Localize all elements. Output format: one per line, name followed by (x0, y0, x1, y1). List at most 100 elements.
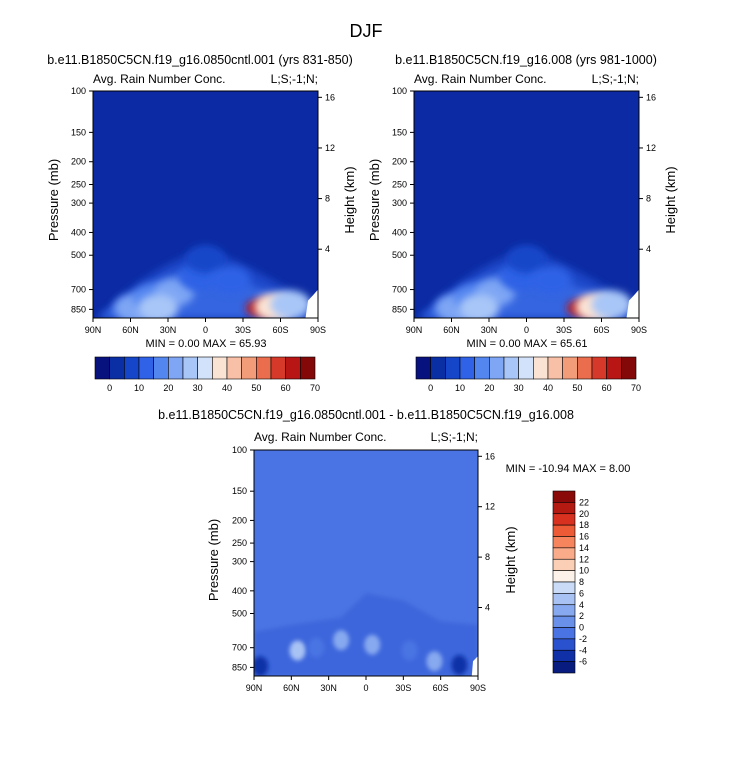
panel-3-subtitle-left: Avg. Rain Number Conc. (254, 430, 387, 444)
y-right-tick-label: 12 (646, 143, 656, 153)
colorbar-label: 20 (579, 509, 589, 519)
y-tick-label: 200 (392, 157, 407, 167)
colorbar-swatch (445, 356, 461, 380)
data-blob (308, 637, 325, 658)
colorbar-swatch (256, 356, 272, 380)
y-right-tick-label: 12 (485, 502, 495, 512)
y-tick-label: 100 (71, 86, 86, 96)
colorbar-swatch (547, 356, 563, 380)
x-tick-label: 30S (235, 325, 251, 335)
data-blob (459, 294, 499, 318)
colorbar-swatch (591, 356, 607, 380)
colorbar-swatch (109, 356, 125, 380)
data-blob (451, 654, 468, 675)
x-tick-label: 30S (556, 325, 572, 335)
colorbar-label: 0 (107, 383, 112, 393)
colorbar-swatch (182, 356, 198, 380)
x-tick-label: 60N (443, 325, 460, 335)
colorbar-label: 30 (514, 383, 524, 393)
colorbar-swatch (518, 356, 534, 380)
y-right-tick-label: 12 (325, 143, 335, 153)
terrain-mask (626, 289, 639, 318)
y-tick-label: 500 (392, 250, 407, 260)
colorbar-swatch (552, 661, 576, 674)
panel-2-colorbar: 0 10 20 30 40 50 60 70 (415, 356, 641, 393)
colorbar-swatch (168, 356, 184, 380)
panel-2-stats: MIN = 0.00 MAX = 65.61 (466, 338, 587, 350)
y-right-tick-label: 16 (325, 92, 335, 102)
y-tick-label: 400 (71, 227, 86, 237)
data-blob (426, 651, 443, 672)
data-blob (364, 634, 381, 655)
colorbar-label: 16 (579, 532, 589, 542)
panel-1-plot-area: 100 150 200 250 300 400 500 700 850 16 12 8 4 90N 60N 3… (71, 86, 335, 335)
y-tick-label: 400 (392, 227, 407, 237)
colorbar-swatch (552, 513, 576, 526)
colorbar-label: 40 (222, 383, 232, 393)
page-title: DJF (350, 21, 383, 41)
x-tick-label: 30S (395, 683, 411, 693)
data-blob (254, 656, 269, 676)
colorbar-swatch (552, 490, 576, 503)
y-tick-label: 150 (232, 486, 247, 496)
x-tick-label: 30N (481, 325, 498, 335)
colorbar-swatch (153, 356, 169, 380)
colorbar-swatch (270, 356, 286, 380)
colorbar-swatch (533, 356, 549, 380)
panel-3-ylabel-right: Height (km) (503, 526, 518, 593)
panel-2-plot-area: 100 150 200 250 300 400 500 700 850 16 12 8 4 90N 60N 3… (392, 86, 656, 335)
y-tick-label: 150 (392, 127, 407, 137)
panel-3-title: b.e11.B1850C5CN.f19_g16.0850cntl.001 - b… (158, 408, 574, 422)
y-tick-label: 150 (71, 127, 86, 137)
colorbar-label: 70 (310, 383, 320, 393)
colorbar-swatch (241, 356, 257, 380)
panel-2-title: b.e11.B1850C5CN.f19_g16.008 (yrs 981-100… (395, 53, 657, 67)
colorbar-label: 0 (428, 383, 433, 393)
y-tick-label: 700 (232, 643, 247, 653)
x-tick-label: 60N (122, 325, 139, 335)
panel-1: b.e11.B1850C5CN.f19_g16.0850cntl.001 (yr… (46, 53, 357, 393)
colorbar-label: 4 (579, 600, 584, 610)
data-blob (531, 266, 572, 295)
x-tick-label: 90N (406, 325, 423, 335)
colorbar-label: 2 (579, 611, 584, 621)
colorbar-swatch (562, 356, 578, 380)
colorbar-label: 6 (579, 588, 584, 598)
y-tick-label: 700 (392, 285, 407, 295)
panel-3: b.e11.B1850C5CN.f19_g16.0850cntl.001 - b… (158, 408, 630, 693)
x-tick-label: 60S (433, 683, 449, 693)
x-tick-label: 0 (203, 325, 208, 335)
colorbar-label: 50 (572, 383, 582, 393)
x-tick-label: 60S (272, 325, 288, 335)
colorbar-swatch (552, 558, 576, 571)
panel-1-stats: MIN = 0.00 MAX = 65.93 (145, 338, 266, 350)
panel-3-subtitle-right: L;S;-1;N; (431, 430, 478, 444)
panel-2-ylabel: Pressure (mb) (367, 159, 382, 241)
colorbar-swatch (552, 502, 576, 515)
x-tick-label: 60N (283, 683, 300, 693)
panel-2-subtitle-right: L;S;-1;N; (592, 72, 639, 86)
colorbar-label: 22 (579, 497, 589, 507)
x-tick-label: 90S (631, 325, 647, 335)
field-contour (254, 593, 478, 676)
terrain-mask (471, 656, 478, 676)
data-blob (138, 294, 178, 318)
y-tick-label: 500 (71, 250, 86, 260)
colorbar-swatch (197, 356, 213, 380)
colorbar-label: 40 (543, 383, 553, 393)
data-blob (210, 266, 251, 295)
panel-2: b.e11.B1850C5CN.f19_g16.008 (yrs 981-100… (367, 53, 678, 393)
x-tick-label: 30N (160, 325, 177, 335)
colorbar-label: 10 (579, 566, 589, 576)
terrain-mask (305, 289, 318, 318)
colorbar-swatch (459, 356, 475, 380)
colorbar-label: 20 (484, 383, 494, 393)
colorbar-swatch (489, 356, 505, 380)
y-right-tick-label: 8 (485, 552, 490, 562)
colorbar-label: 30 (193, 383, 203, 393)
colorbar-label: 0 (579, 623, 584, 633)
y-tick-label: 850 (71, 304, 86, 314)
y-right-tick-label: 8 (325, 194, 330, 204)
